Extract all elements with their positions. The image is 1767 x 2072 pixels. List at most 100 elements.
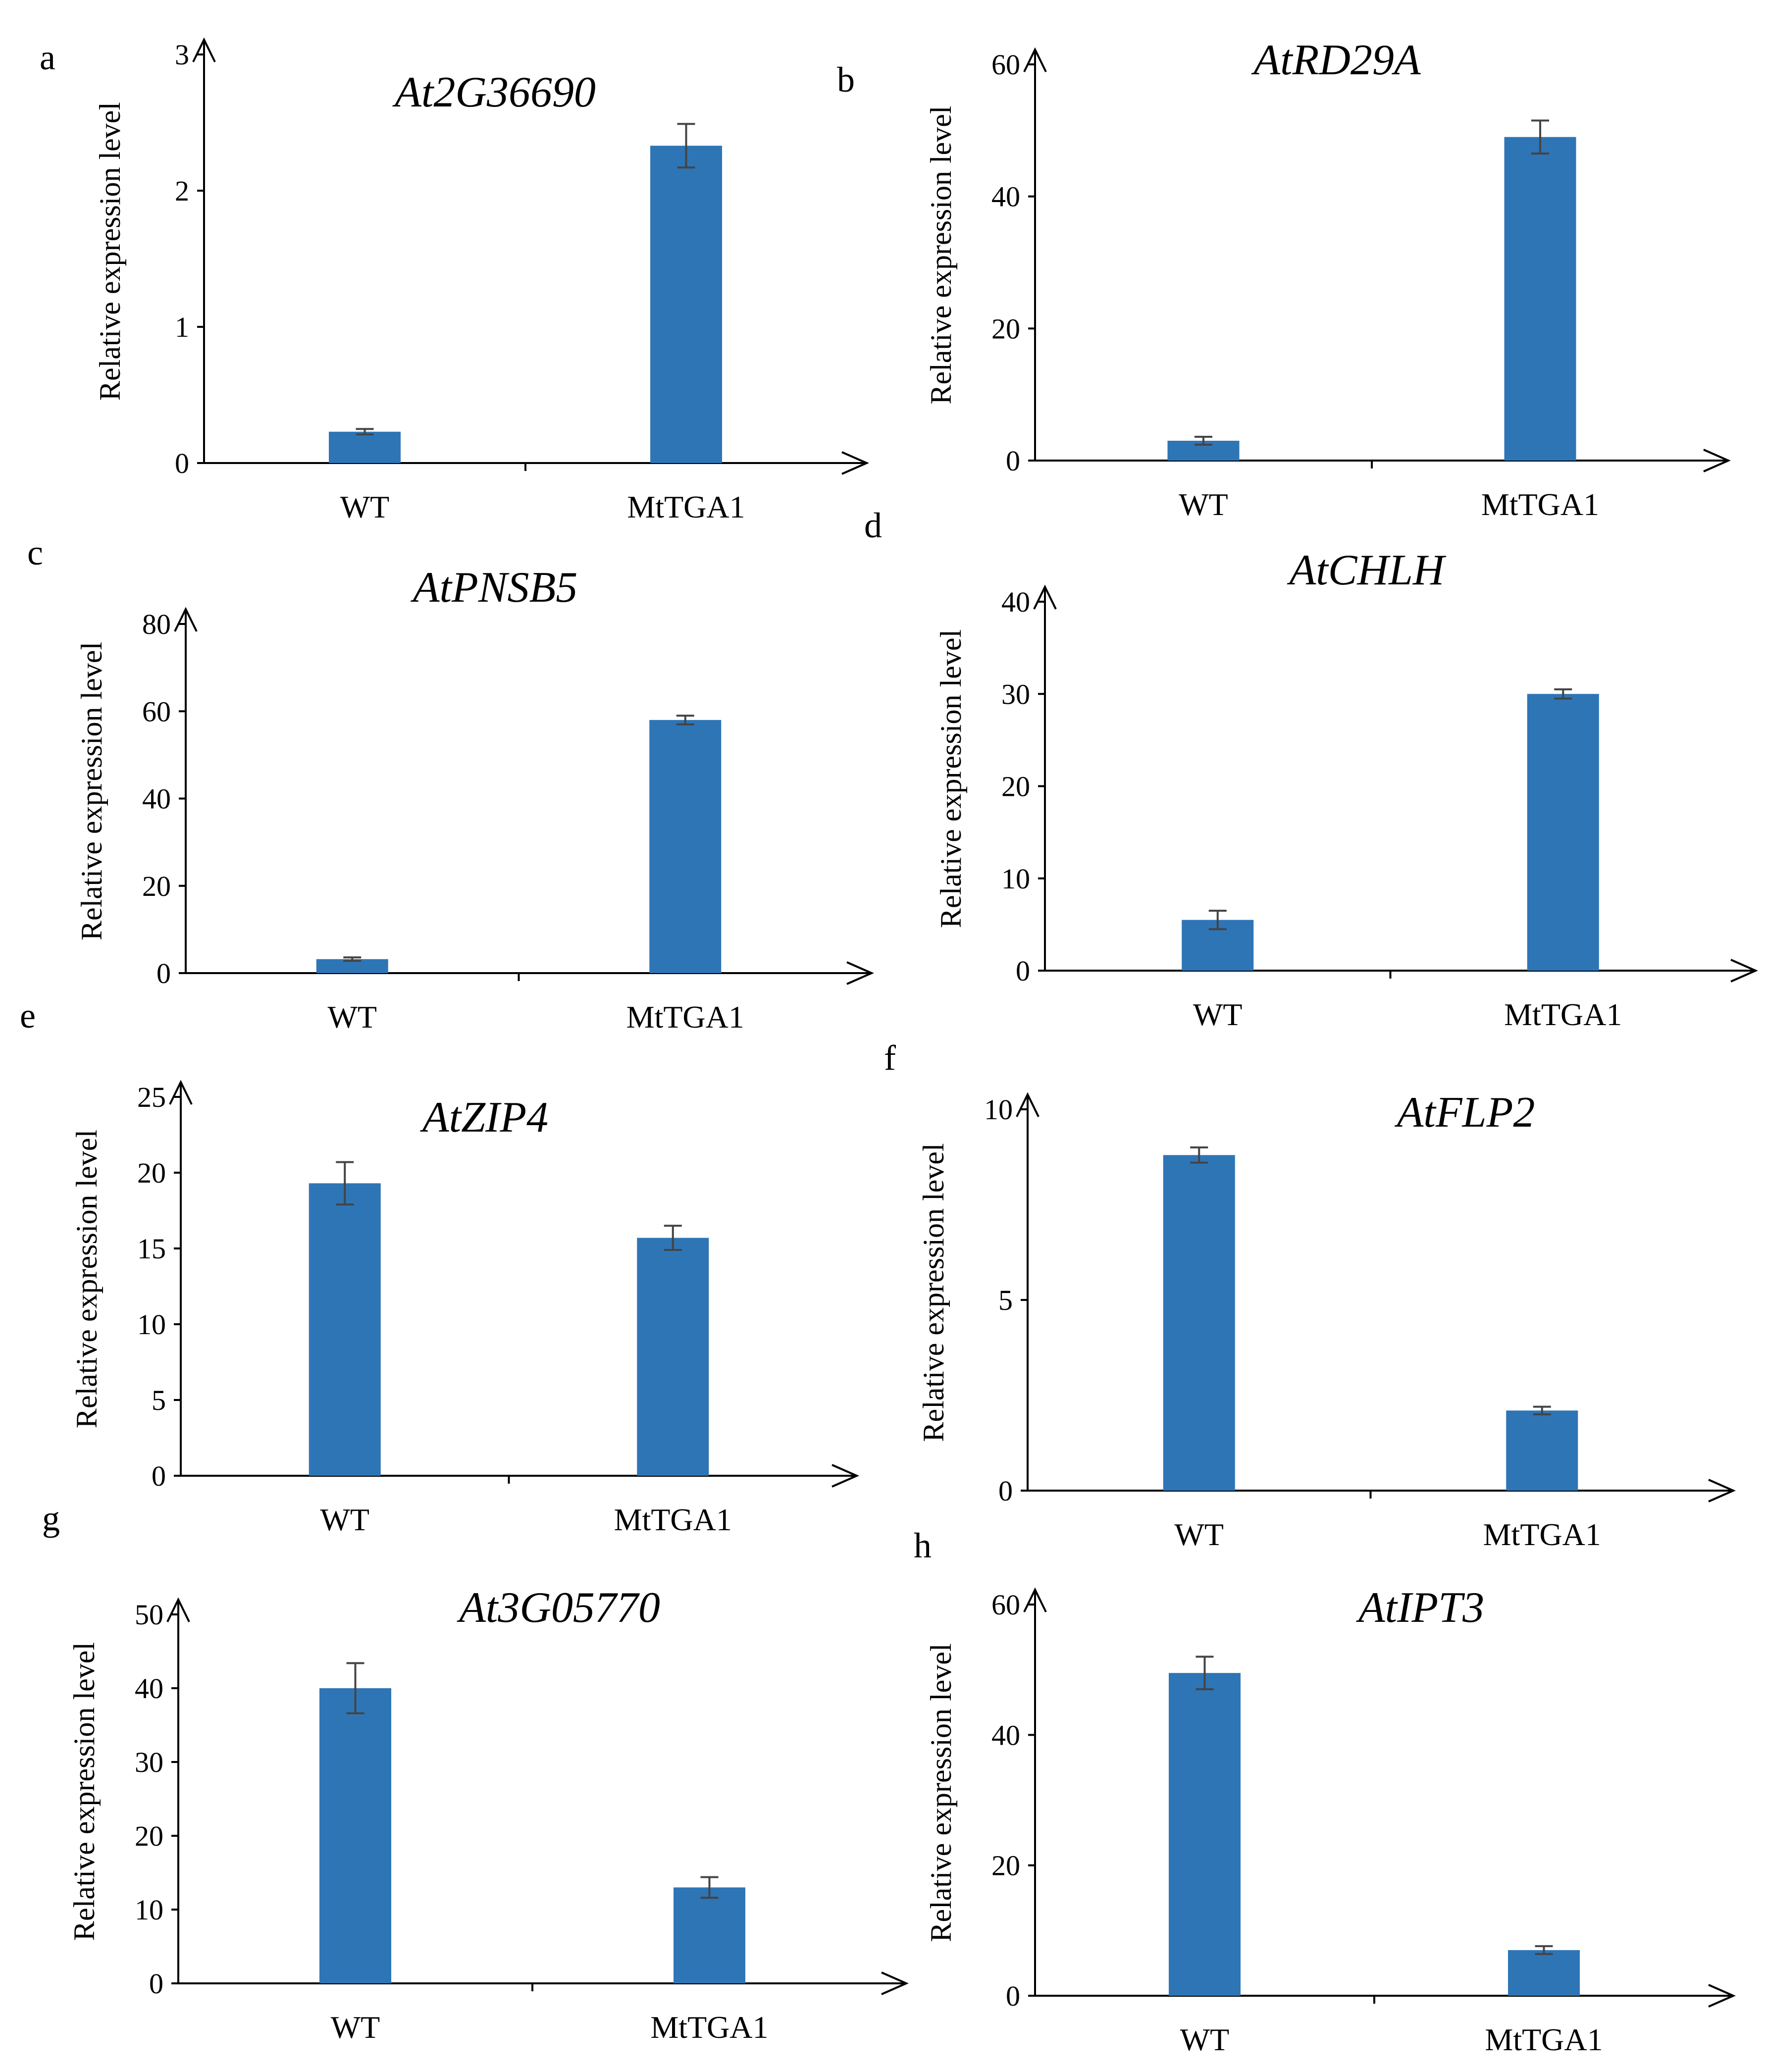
y-axis-arrow-icon [166, 1597, 190, 1622]
y-axis-label: Relative expression level [70, 1130, 103, 1428]
x-axis-arrow-icon [1730, 959, 1758, 983]
x-category-label: MtTGA1 [650, 2010, 768, 2045]
y-tick-label: 0 [1016, 955, 1030, 987]
y-tick-label: 0 [998, 1475, 1013, 1507]
y-tick-label: 80 [142, 608, 171, 640]
chart-panel-e: e AtZIP4 0 5 10 15 20 25 Relative expression lev… [20, 996, 859, 1537]
chart-title: At2G36690 [392, 68, 596, 116]
x-axis-arrow-icon [1703, 449, 1731, 472]
y-tick-label: 40 [142, 783, 171, 815]
y-tick-label: 20 [991, 1850, 1020, 1882]
bar-wt [319, 1688, 391, 1983]
y-tick-label: 40 [135, 1672, 163, 1705]
y-axis-arrow-icon [192, 37, 216, 62]
y-tick-label: 60 [142, 695, 171, 727]
panel-letter: d [864, 506, 882, 545]
y-axis-arrow-icon [1023, 1587, 1047, 1612]
x-category-label: MtTGA1 [1481, 487, 1599, 522]
bar-wt [1163, 1155, 1235, 1491]
y-axis-arrow-icon [1016, 1092, 1039, 1117]
panel-letter: f [884, 1038, 896, 1078]
x-axis-arrow-icon [881, 1971, 909, 1995]
y-tick-label: 0 [1006, 445, 1020, 477]
y-tick-label: 1 [175, 311, 189, 343]
x-category-label: MtTGA1 [1485, 2022, 1603, 2057]
bar-mttga1 [650, 146, 722, 463]
bar-mttga1 [1506, 1410, 1578, 1491]
y-tick-label: 50 [135, 1599, 163, 1631]
y-axis-label: Relative expression level [925, 105, 957, 404]
bar-mttga1 [649, 720, 722, 973]
y-tick-label: 0 [152, 1460, 166, 1492]
x-axis-arrow-icon [1708, 1479, 1736, 1502]
x-category-label: WT [1180, 2022, 1230, 2057]
x-category-label: MtTGA1 [1504, 997, 1622, 1032]
bar-mttga1 [1504, 137, 1576, 461]
y-tick-label: 20 [1001, 771, 1030, 803]
y-axis-label: Relative expression level [917, 1143, 950, 1442]
x-category-label: WT [331, 2010, 380, 2045]
y-tick-label: 20 [991, 312, 1020, 345]
y-tick-label: 40 [991, 181, 1020, 213]
chart-panel-d: d AtCHLH 0 10 20 30 40 Relative expression leve… [864, 506, 1758, 1032]
chart-panel-b: b AtRD29A 0 20 40 60 Relative expression level… [837, 36, 1731, 522]
bar-wt [329, 431, 401, 463]
y-tick-label: 10 [1001, 863, 1030, 895]
x-category-label: MtTGA1 [627, 489, 745, 524]
x-category-label: MtTGA1 [1483, 1517, 1601, 1552]
x-axis-arrow-icon [841, 451, 869, 475]
y-tick-label: 30 [1001, 678, 1030, 710]
y-tick-label: 3 [175, 39, 189, 71]
y-axis-arrow-icon [174, 607, 198, 632]
bar-mttga1 [637, 1238, 709, 1476]
y-tick-label: 5 [152, 1384, 166, 1416]
x-category-label: WT [340, 489, 390, 524]
y-tick-label: 25 [137, 1081, 166, 1113]
panel-letter: g [42, 1499, 60, 1538]
y-axis-arrow-icon [1033, 584, 1057, 610]
y-tick-label: 20 [137, 1157, 166, 1189]
x-category-label: WT [328, 999, 377, 1035]
x-category-label: WT [320, 1502, 370, 1537]
y-axis-label: Relative expression level [68, 1642, 101, 1941]
y-tick-label: 40 [991, 1719, 1020, 1751]
x-category-label: WT [1179, 487, 1228, 522]
bar-mttga1 [674, 1887, 745, 1983]
x-axis-arrow-icon [832, 1464, 859, 1488]
y-tick-label: 0 [1006, 1980, 1020, 2012]
chart-title: AtZIP4 [420, 1093, 548, 1141]
chart-title: AtPNSB5 [411, 564, 577, 612]
y-tick-label: 60 [991, 49, 1020, 81]
x-category-label: MtTGA1 [614, 1502, 732, 1537]
bar-mttga1 [1508, 1950, 1580, 1996]
chart-panel-a: a At2G36690 0 1 2 3 Relative expression level W… [40, 37, 869, 524]
bar-mttga1 [1527, 694, 1599, 971]
bar-wt [309, 1183, 381, 1476]
y-tick-label: 15 [137, 1233, 166, 1265]
chart-panel-c: c AtPNSB5 0 20 40 60 80 Relative expression lev… [27, 533, 874, 1035]
y-tick-label: 2 [175, 175, 189, 207]
y-tick-label: 30 [135, 1746, 163, 1778]
x-category-label: WT [1193, 997, 1243, 1032]
y-tick-label: 20 [135, 1820, 163, 1852]
chart-panel-f: f AtFLP2 0 5 10 Relative expression level WT Mt… [884, 1038, 1736, 1552]
chart-title: At3G05770 [457, 1584, 660, 1632]
y-tick-label: 5 [998, 1284, 1013, 1316]
x-axis-arrow-icon [1708, 1984, 1736, 2008]
panel-letter: a [40, 38, 55, 77]
y-tick-label: 60 [991, 1589, 1020, 1621]
y-axis-label: Relative expression level [75, 642, 108, 940]
y-tick-label: 10 [137, 1308, 166, 1341]
y-tick-label: 40 [1001, 586, 1030, 618]
y-tick-label: 10 [135, 1894, 163, 1926]
chart-title: AtFLP2 [1395, 1088, 1535, 1137]
x-category-label: MtTGA1 [626, 999, 744, 1035]
panel-letter: e [20, 996, 36, 1036]
chart-panel-h: h AtIPT3 0 20 40 60 Relative expression level W… [914, 1526, 1736, 2057]
panel-letter: c [27, 533, 43, 572]
panel-letter: h [914, 1526, 932, 1565]
y-axis-arrow-icon [1023, 47, 1047, 72]
bar-wt [1169, 1673, 1241, 1996]
chart-title: AtCHLH [1287, 546, 1447, 594]
